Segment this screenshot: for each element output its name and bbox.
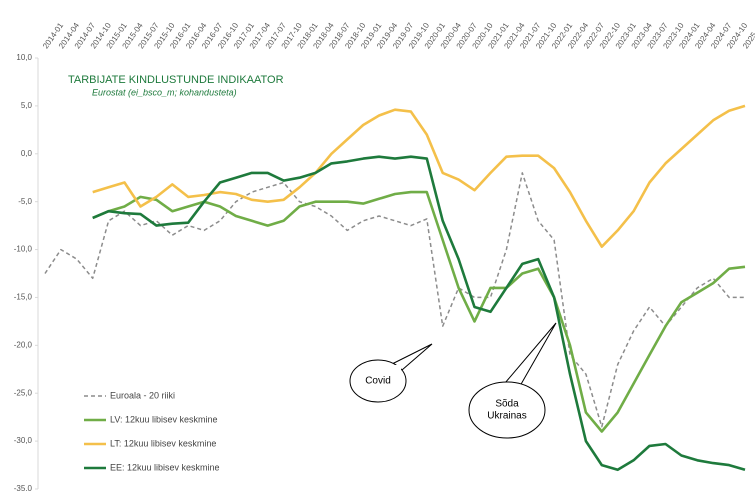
callout-bubble	[468, 381, 546, 439]
y-tick-label: -25,0	[14, 388, 33, 397]
annotation: Ukrainas	[487, 411, 526, 422]
tail-cover	[506, 384, 519, 390]
series-line	[92, 190, 746, 433]
tail-cover	[393, 365, 401, 371]
series-line	[92, 104, 746, 248]
chart-subtitle: Eurostat (ei_bsco_m; kohandusteta)	[92, 87, 237, 97]
legend-label: LT: 12kuu libisev keskmine	[110, 438, 216, 448]
y-tick-label: -15,0	[14, 293, 33, 302]
chart-title: TARBIJATE KINDLUSTUNDE INDIKAATOR	[68, 74, 284, 86]
legend-label: Euroala - 20 riiki	[110, 390, 175, 400]
legend-label: LV: 12kuu libisev keskmine	[110, 414, 218, 424]
y-tick-label: -10,0	[14, 245, 33, 254]
y-tick-label: -35,0	[14, 484, 33, 491]
y-tick-label: -5,0	[18, 197, 32, 206]
y-tick-label: -30,0	[14, 436, 33, 445]
y-tick-label: -20,0	[14, 340, 33, 349]
callout-tail	[504, 322, 557, 387]
callout-bubble	[349, 359, 407, 403]
y-tick-label: 10,0	[16, 53, 32, 62]
series-line	[92, 155, 746, 472]
y-tick-label: 0,0	[21, 149, 33, 158]
y-tick-label: 5,0	[21, 101, 33, 110]
annotation: Sõda	[495, 399, 519, 410]
legend-label: EE: 12kuu libisev keskmine	[110, 462, 220, 472]
callout: Covid	[349, 343, 433, 403]
annotation: Covid	[365, 376, 391, 387]
callout-tail	[391, 343, 433, 371]
